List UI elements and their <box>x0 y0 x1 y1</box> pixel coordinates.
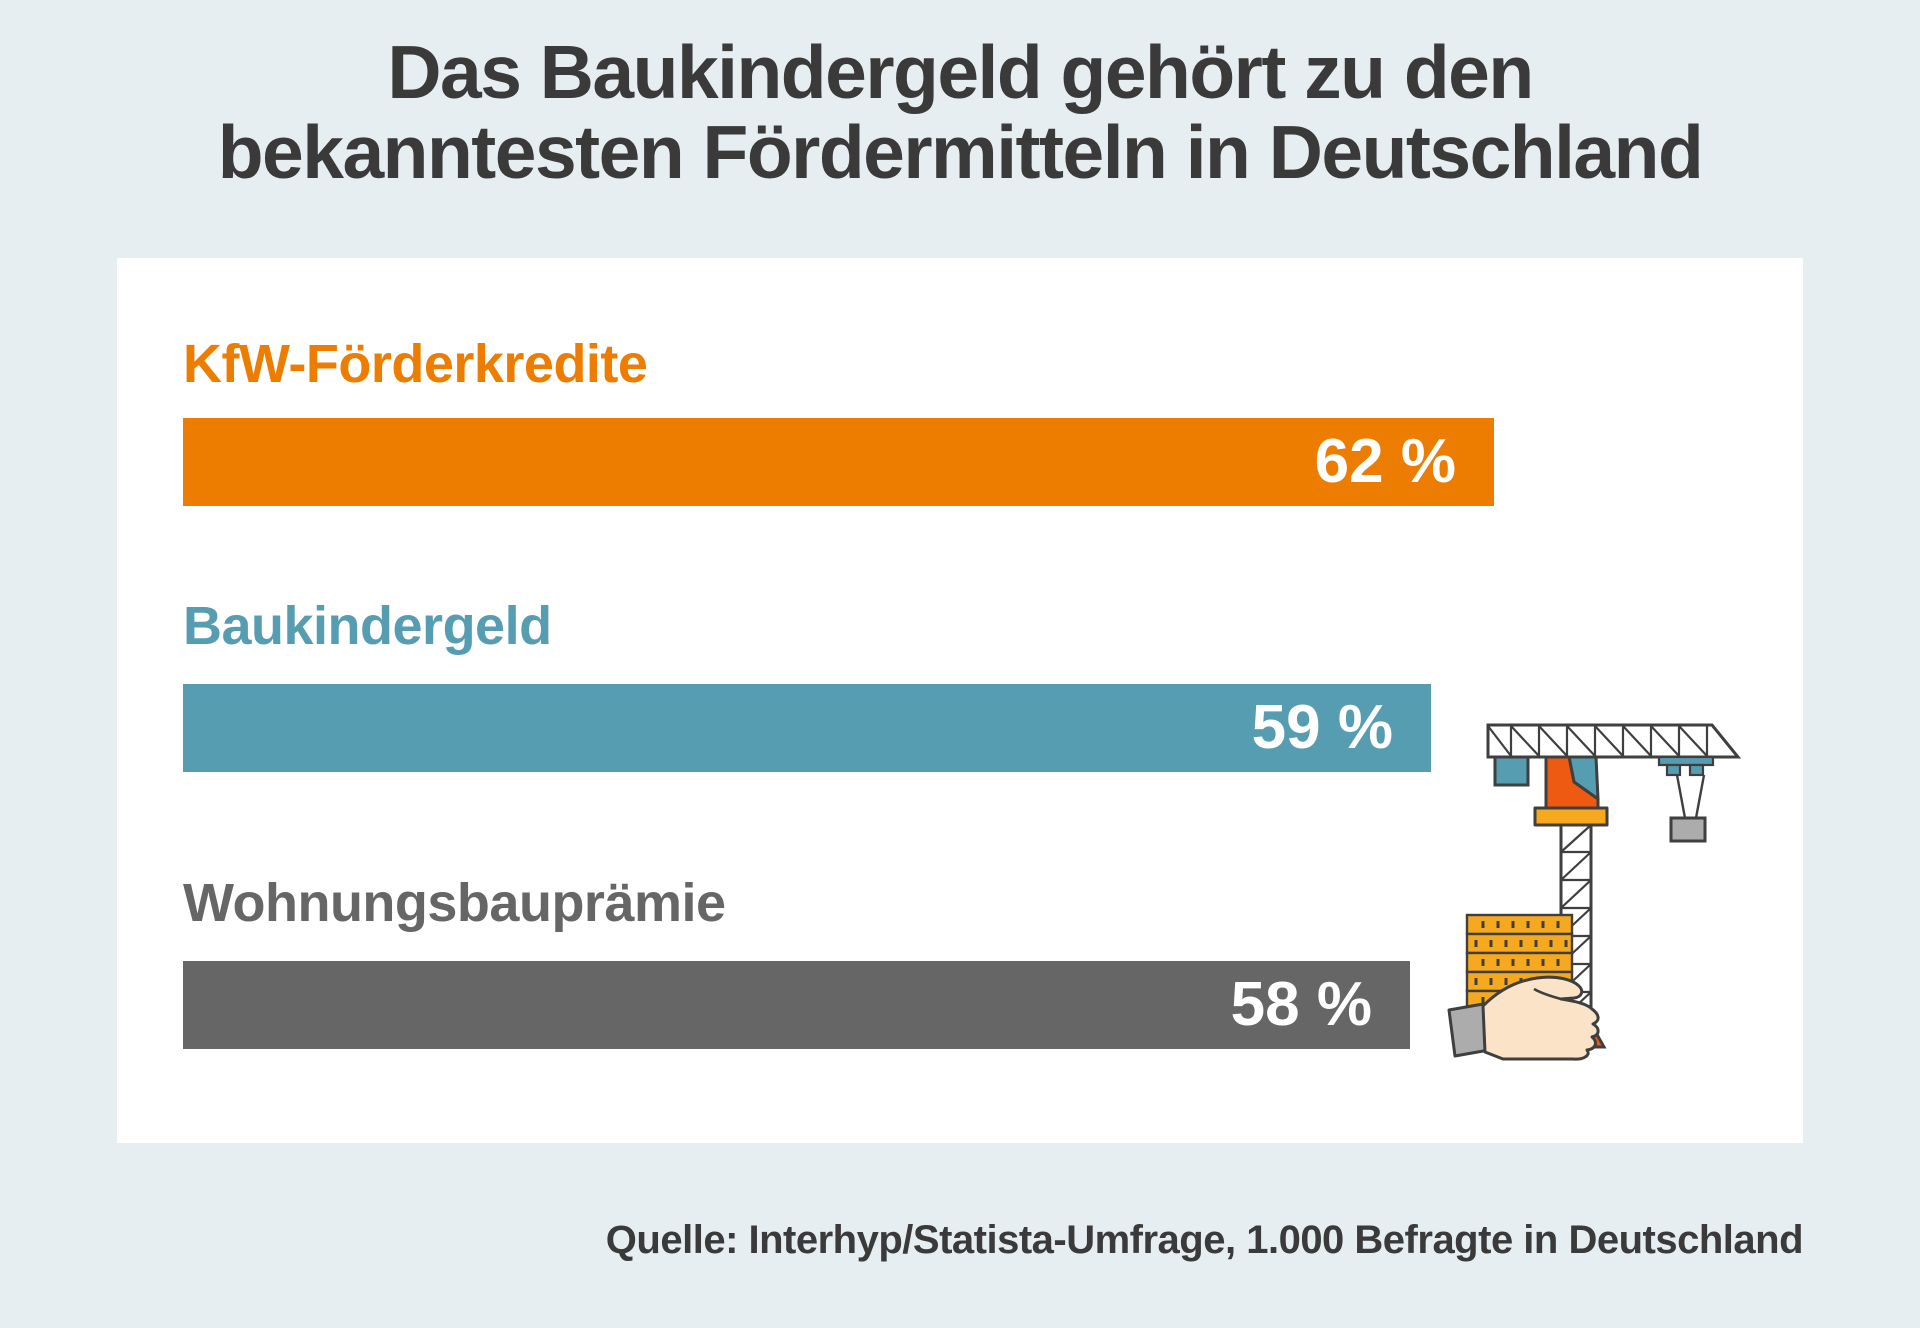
source-attribution: Quelle: Interhyp/Statista-Umfrage, 1.000… <box>605 1218 1804 1262</box>
crane-illustration <box>1447 723 1742 1061</box>
crane-jib <box>1486 723 1742 759</box>
bar-label-wohnungsbaupraemie: Wohnungsbauprämie <box>183 873 726 933</box>
bar-value-kfw-foerderkredite: 62 % <box>1314 427 1456 496</box>
bar-label-baukindergeld: Baukindergeld <box>183 596 552 656</box>
chart-title: Das Baukindergeld gehört zu den bekannte… <box>0 32 1920 193</box>
crane-collar <box>1533 806 1609 827</box>
crane-cab <box>1533 755 1609 827</box>
bar-value-baukindergeld: 59 % <box>1251 693 1393 762</box>
chart-panel: KfW-Förderkredite 62 % Baukindergeld 59 … <box>117 258 1803 1143</box>
crane-trolley-hook <box>1657 755 1715 843</box>
bar-value-wohnungsbaupraemie: 58 % <box>1230 970 1372 1039</box>
chart-title-line-1: Das Baukindergeld gehört zu den <box>387 30 1534 114</box>
bar-baukindergeld: 59 % <box>183 684 1431 772</box>
crane-counterweight <box>1493 755 1530 787</box>
chart-title-line-2: bekanntesten Fördermitteln in Deutschlan… <box>217 110 1704 195</box>
bar-kfw-foerderkredite: 62 % <box>183 418 1494 506</box>
bar-wohnungsbaupraemie: 58 % <box>183 961 1410 1049</box>
hand-holding-bricks <box>1447 975 1600 1061</box>
bar-label-kfw-foerderkredite: KfW-Förderkredite <box>183 334 648 394</box>
